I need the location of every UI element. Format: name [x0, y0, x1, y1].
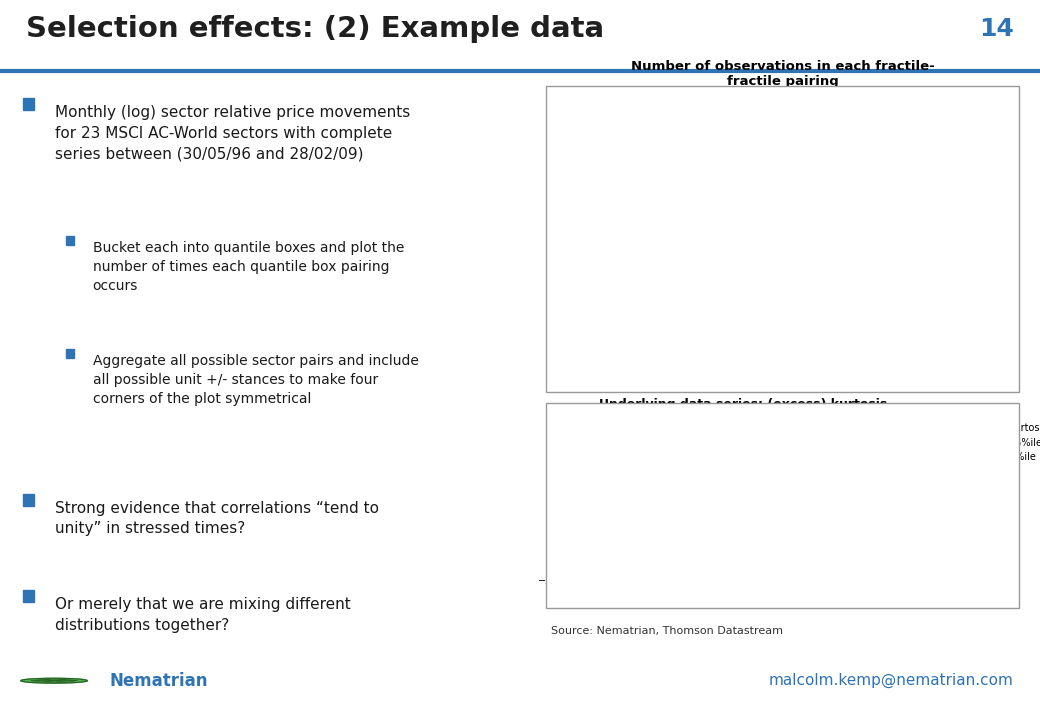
Text: Bucket each into quantile boxes and plot the
number of times each quantile box p: Bucket each into quantile boxes and plot…	[93, 241, 404, 293]
Text: Or merely that we are mixing different
distributions together?: Or merely that we are mixing different d…	[55, 597, 350, 633]
Text: Strong evidence that correlations “tend to
unity” in stressed times?: Strong evidence that correlations “tend …	[55, 501, 379, 536]
Text: 14: 14	[979, 17, 1014, 41]
Circle shape	[21, 678, 87, 683]
Title: Underlying data series: (excess) kurtosis: Underlying data series: (excess) kurtosi…	[599, 398, 888, 411]
Polygon shape	[31, 679, 54, 680]
Text: Monthly (log) sector relative price movements
for 23 MSCI AC-World sectors with : Monthly (log) sector relative price move…	[55, 105, 410, 161]
Bar	[23, 494, 34, 506]
Legend: kurtosis, 95%ile, 5%ile: kurtosis, 95%ile, 5%ile	[983, 419, 1040, 467]
Y-axis label: Sector 2: Sector 2	[879, 347, 926, 382]
Polygon shape	[54, 679, 77, 680]
Bar	[23, 590, 34, 602]
Text: malcolm.kemp@nematrian.com: malcolm.kemp@nematrian.com	[770, 673, 1014, 688]
Polygon shape	[31, 680, 54, 682]
Text: Source: Nematrian, Thomson Datastream: Source: Nematrian, Thomson Datastream	[551, 626, 783, 636]
Bar	[67, 235, 75, 245]
Legend: 2500-3000, 2000-2500, 1500-2000, 1000-1500, 500-1000, 0-500: 2500-3000, 2000-2500, 1500-2000, 1000-15…	[947, 192, 1020, 287]
Polygon shape	[54, 680, 77, 682]
Polygon shape	[43, 679, 66, 680]
Text: Aggregate all possible sector pairs and include
all possible unit +/- stances to: Aggregate all possible sector pairs and …	[93, 354, 418, 406]
Bar	[67, 348, 75, 358]
Text: Selection effects: (2) Example data: Selection effects: (2) Example data	[26, 14, 604, 42]
Text: Nematrian: Nematrian	[109, 672, 208, 690]
Polygon shape	[43, 680, 66, 682]
Title: Number of observations in each fractile-
fractile pairing: Number of observations in each fractile-…	[630, 60, 935, 89]
Bar	[23, 98, 34, 110]
X-axis label: Sector 1: Sector 1	[679, 368, 729, 392]
